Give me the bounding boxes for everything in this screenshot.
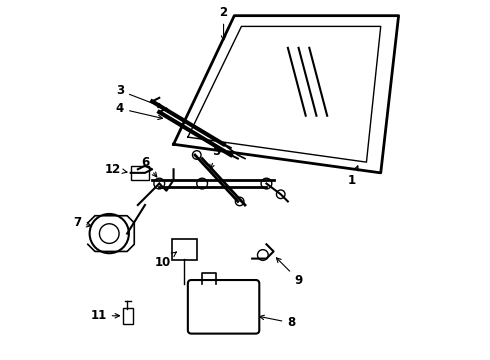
- Text: 1: 1: [348, 166, 358, 186]
- Text: 12: 12: [105, 163, 127, 176]
- FancyBboxPatch shape: [172, 239, 197, 260]
- Text: 9: 9: [276, 258, 303, 287]
- Text: 2: 2: [220, 6, 228, 40]
- Text: 7: 7: [73, 216, 91, 229]
- FancyBboxPatch shape: [188, 280, 259, 334]
- Text: 3: 3: [116, 84, 163, 108]
- Text: 4: 4: [116, 102, 163, 120]
- FancyBboxPatch shape: [123, 308, 133, 324]
- Text: 11: 11: [91, 309, 120, 322]
- Text: 10: 10: [155, 252, 176, 269]
- FancyBboxPatch shape: [131, 166, 148, 180]
- Text: 8: 8: [260, 315, 295, 329]
- Text: 5: 5: [210, 145, 220, 169]
- Text: 6: 6: [141, 156, 157, 177]
